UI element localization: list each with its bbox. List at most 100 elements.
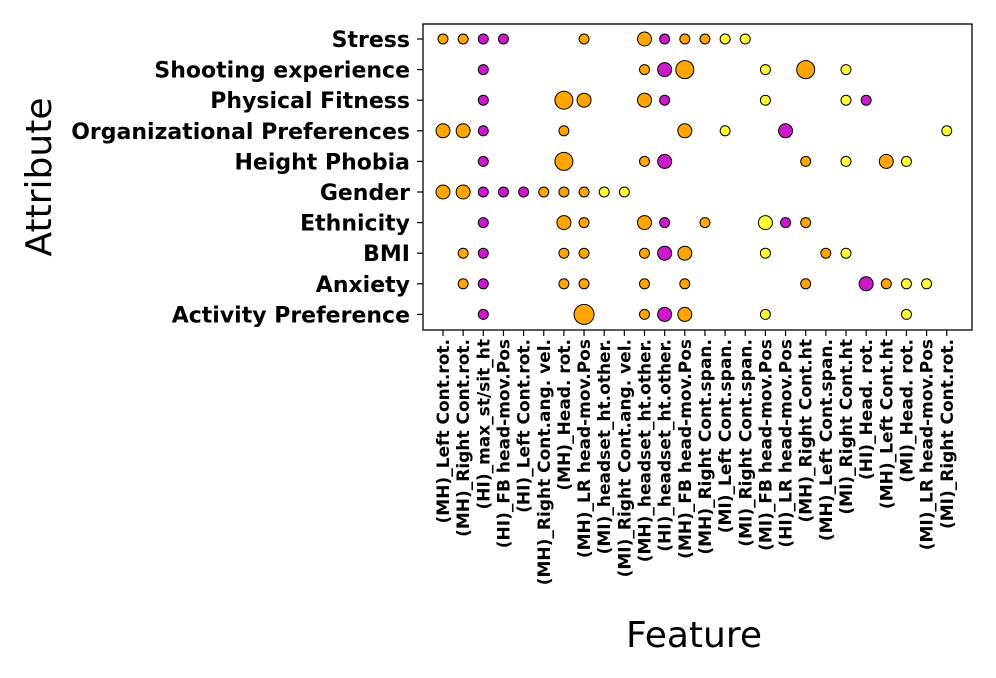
x-tick-label-mh-left-cont-rot: (MH)_Left Cont.rot. <box>434 339 454 523</box>
point-activity-preference-24 <box>900 308 912 320</box>
point-activity-preference-11 <box>639 308 650 320</box>
point-stress-1 <box>437 33 449 45</box>
x-tick-label-mh-head-rot: (MH)_Head. rot. <box>555 339 575 491</box>
point-activity-preference-13 <box>677 306 693 322</box>
point-height-phobia-19 <box>800 155 812 167</box>
x-tick-label-hi-lr-head-mov-pos: (HI)_LR head-mov.Pos <box>777 339 797 548</box>
point-stress-15 <box>719 33 731 45</box>
point-height-phobia-11 <box>639 155 650 167</box>
x-tick-label-mi-fb-head-mov-pos: (MI)_FB head-mov.Pos <box>756 339 776 551</box>
point-stress-11 <box>637 31 652 47</box>
point-gender-9 <box>598 186 610 198</box>
point-bmi-3 <box>477 247 489 259</box>
x-tick-label-mi-head-rot: (MI)_Head. rot. <box>897 339 917 483</box>
point-shooting-experience-17 <box>759 64 771 76</box>
x-tick-label-hi-fb-head-mov-pos: (HI)_FB head-mov.Pos <box>494 339 514 548</box>
x-axis-tick-labels: (MH)_Left Cont.rot. (MH)_Right Cont.rot.(… <box>434 339 958 585</box>
point-ethnicity-17 <box>757 215 773 231</box>
x-axis-ticks <box>442 330 948 336</box>
point-shooting-experience-21 <box>840 64 852 76</box>
point-shooting-experience-19 <box>796 60 816 80</box>
x-tick-label-hi-max-st-sit-ht: (HI)_max_st/sit_ht <box>474 339 494 510</box>
x-tick-label-mi-headset-ht-other: (MI)_headset_ht.other. <box>595 339 615 554</box>
data-points <box>435 31 953 325</box>
point-anxiety-22 <box>858 276 874 292</box>
point-anxiety-8 <box>578 278 590 290</box>
point-height-phobia-24 <box>900 155 912 167</box>
point-gender-1 <box>435 184 451 200</box>
x-tick-label-mh-right-cont-span: (MH)_Right Cont.span. <box>696 339 716 555</box>
y-tick-label-bmi: BMI <box>363 242 410 267</box>
x-tick-label-mi-right-cont-ht: (MI)_Right Cont.ht <box>837 339 857 515</box>
point-gender-2 <box>455 184 471 200</box>
x-tick-label-mh-left-cont-span: (MH)_Left Cont.span. <box>817 339 837 541</box>
point-shooting-experience-3 <box>477 64 489 76</box>
y-axis-label: Attribute <box>19 98 60 257</box>
x-tick-label-mh-left-cont-ht: (MH)_Left Cont.ht <box>877 339 897 509</box>
point-stress-16 <box>739 33 751 45</box>
point-physical-fitness-17 <box>759 94 771 106</box>
point-gender-8 <box>578 186 590 198</box>
point-stress-14 <box>699 33 711 45</box>
point-height-phobia-21 <box>840 155 852 167</box>
point-ethnicity-19 <box>800 217 812 229</box>
point-ethnicity-18 <box>780 217 792 229</box>
point-bmi-2 <box>457 247 469 259</box>
x-axis-label: Feature <box>626 615 762 656</box>
point-physical-fitness-12 <box>659 94 671 106</box>
point-stress-3 <box>477 33 489 45</box>
point-organizational-preferences-26 <box>941 125 953 137</box>
point-bmi-7 <box>558 247 570 259</box>
point-activity-preference-8 <box>573 303 595 325</box>
point-bmi-11 <box>639 247 650 259</box>
point-ethnicity-7 <box>556 215 572 231</box>
x-tick-label-mi-lr-head-mov-pos: (MI)_LR head-mov.Pos <box>918 339 938 550</box>
y-tick-label-shooting-experience: Shooting experience <box>154 59 410 84</box>
point-ethnicity-8 <box>578 217 590 229</box>
point-shooting-experience-12 <box>657 62 673 78</box>
point-organizational-preferences-1 <box>435 123 451 139</box>
point-bmi-13 <box>677 245 693 261</box>
x-tick-label-mh-lr-head-mov-pos: (MH)_LR head-mov.Pos <box>575 339 595 558</box>
point-bmi-21 <box>840 247 852 259</box>
point-gender-6 <box>538 186 550 198</box>
y-tick-label-height-phobia: Height Phobia <box>235 150 411 175</box>
point-activity-preference-12 <box>657 306 673 322</box>
point-ethnicity-12 <box>659 217 671 229</box>
plot-area <box>422 23 973 331</box>
point-bmi-8 <box>578 247 590 259</box>
point-gender-4 <box>497 186 509 198</box>
point-physical-fitness-3 <box>477 94 489 106</box>
y-axis-ticks <box>417 38 423 315</box>
y-tick-label-gender: Gender <box>320 181 410 206</box>
point-height-phobia-12 <box>657 153 673 169</box>
point-stress-12 <box>659 33 671 45</box>
x-tick-label-mi-right-cont-ang-vel: (MI)_Right Cont.ang. vel. <box>615 339 635 577</box>
point-bmi-12 <box>657 245 673 261</box>
point-gender-5 <box>518 186 530 198</box>
point-shooting-experience-13 <box>675 60 695 80</box>
x-tick-label-mi-right-cont-rot: (MI)_Right Cont.rot. <box>938 339 958 529</box>
y-tick-label-activity-preference: Activity Preference <box>172 303 410 328</box>
point-anxiety-23 <box>880 278 892 290</box>
point-height-phobia-3 <box>477 155 489 167</box>
point-physical-fitness-21 <box>840 94 852 106</box>
point-bmi-20 <box>820 247 832 259</box>
point-anxiety-11 <box>639 278 650 290</box>
point-gender-10 <box>618 186 630 198</box>
y-tick-label-anxiety: Anxiety <box>316 273 410 298</box>
y-tick-label-stress: Stress <box>332 28 410 53</box>
point-gender-7 <box>558 186 570 198</box>
point-organizational-preferences-13 <box>677 123 693 139</box>
point-organizational-preferences-18 <box>778 123 794 139</box>
point-ethnicity-3 <box>477 217 489 229</box>
point-physical-fitness-11 <box>637 92 652 108</box>
point-height-phobia-7 <box>554 151 574 171</box>
x-tick-label-hi-head-rot: (HI)_Head. rot. <box>857 339 877 480</box>
x-tick-label-mi-right-cont-span: (MI)_Right Cont.span. <box>736 339 756 547</box>
point-organizational-preferences-3 <box>477 125 489 137</box>
point-anxiety-19 <box>800 278 812 290</box>
point-physical-fitness-22 <box>860 94 872 106</box>
point-organizational-preferences-2 <box>455 123 471 139</box>
